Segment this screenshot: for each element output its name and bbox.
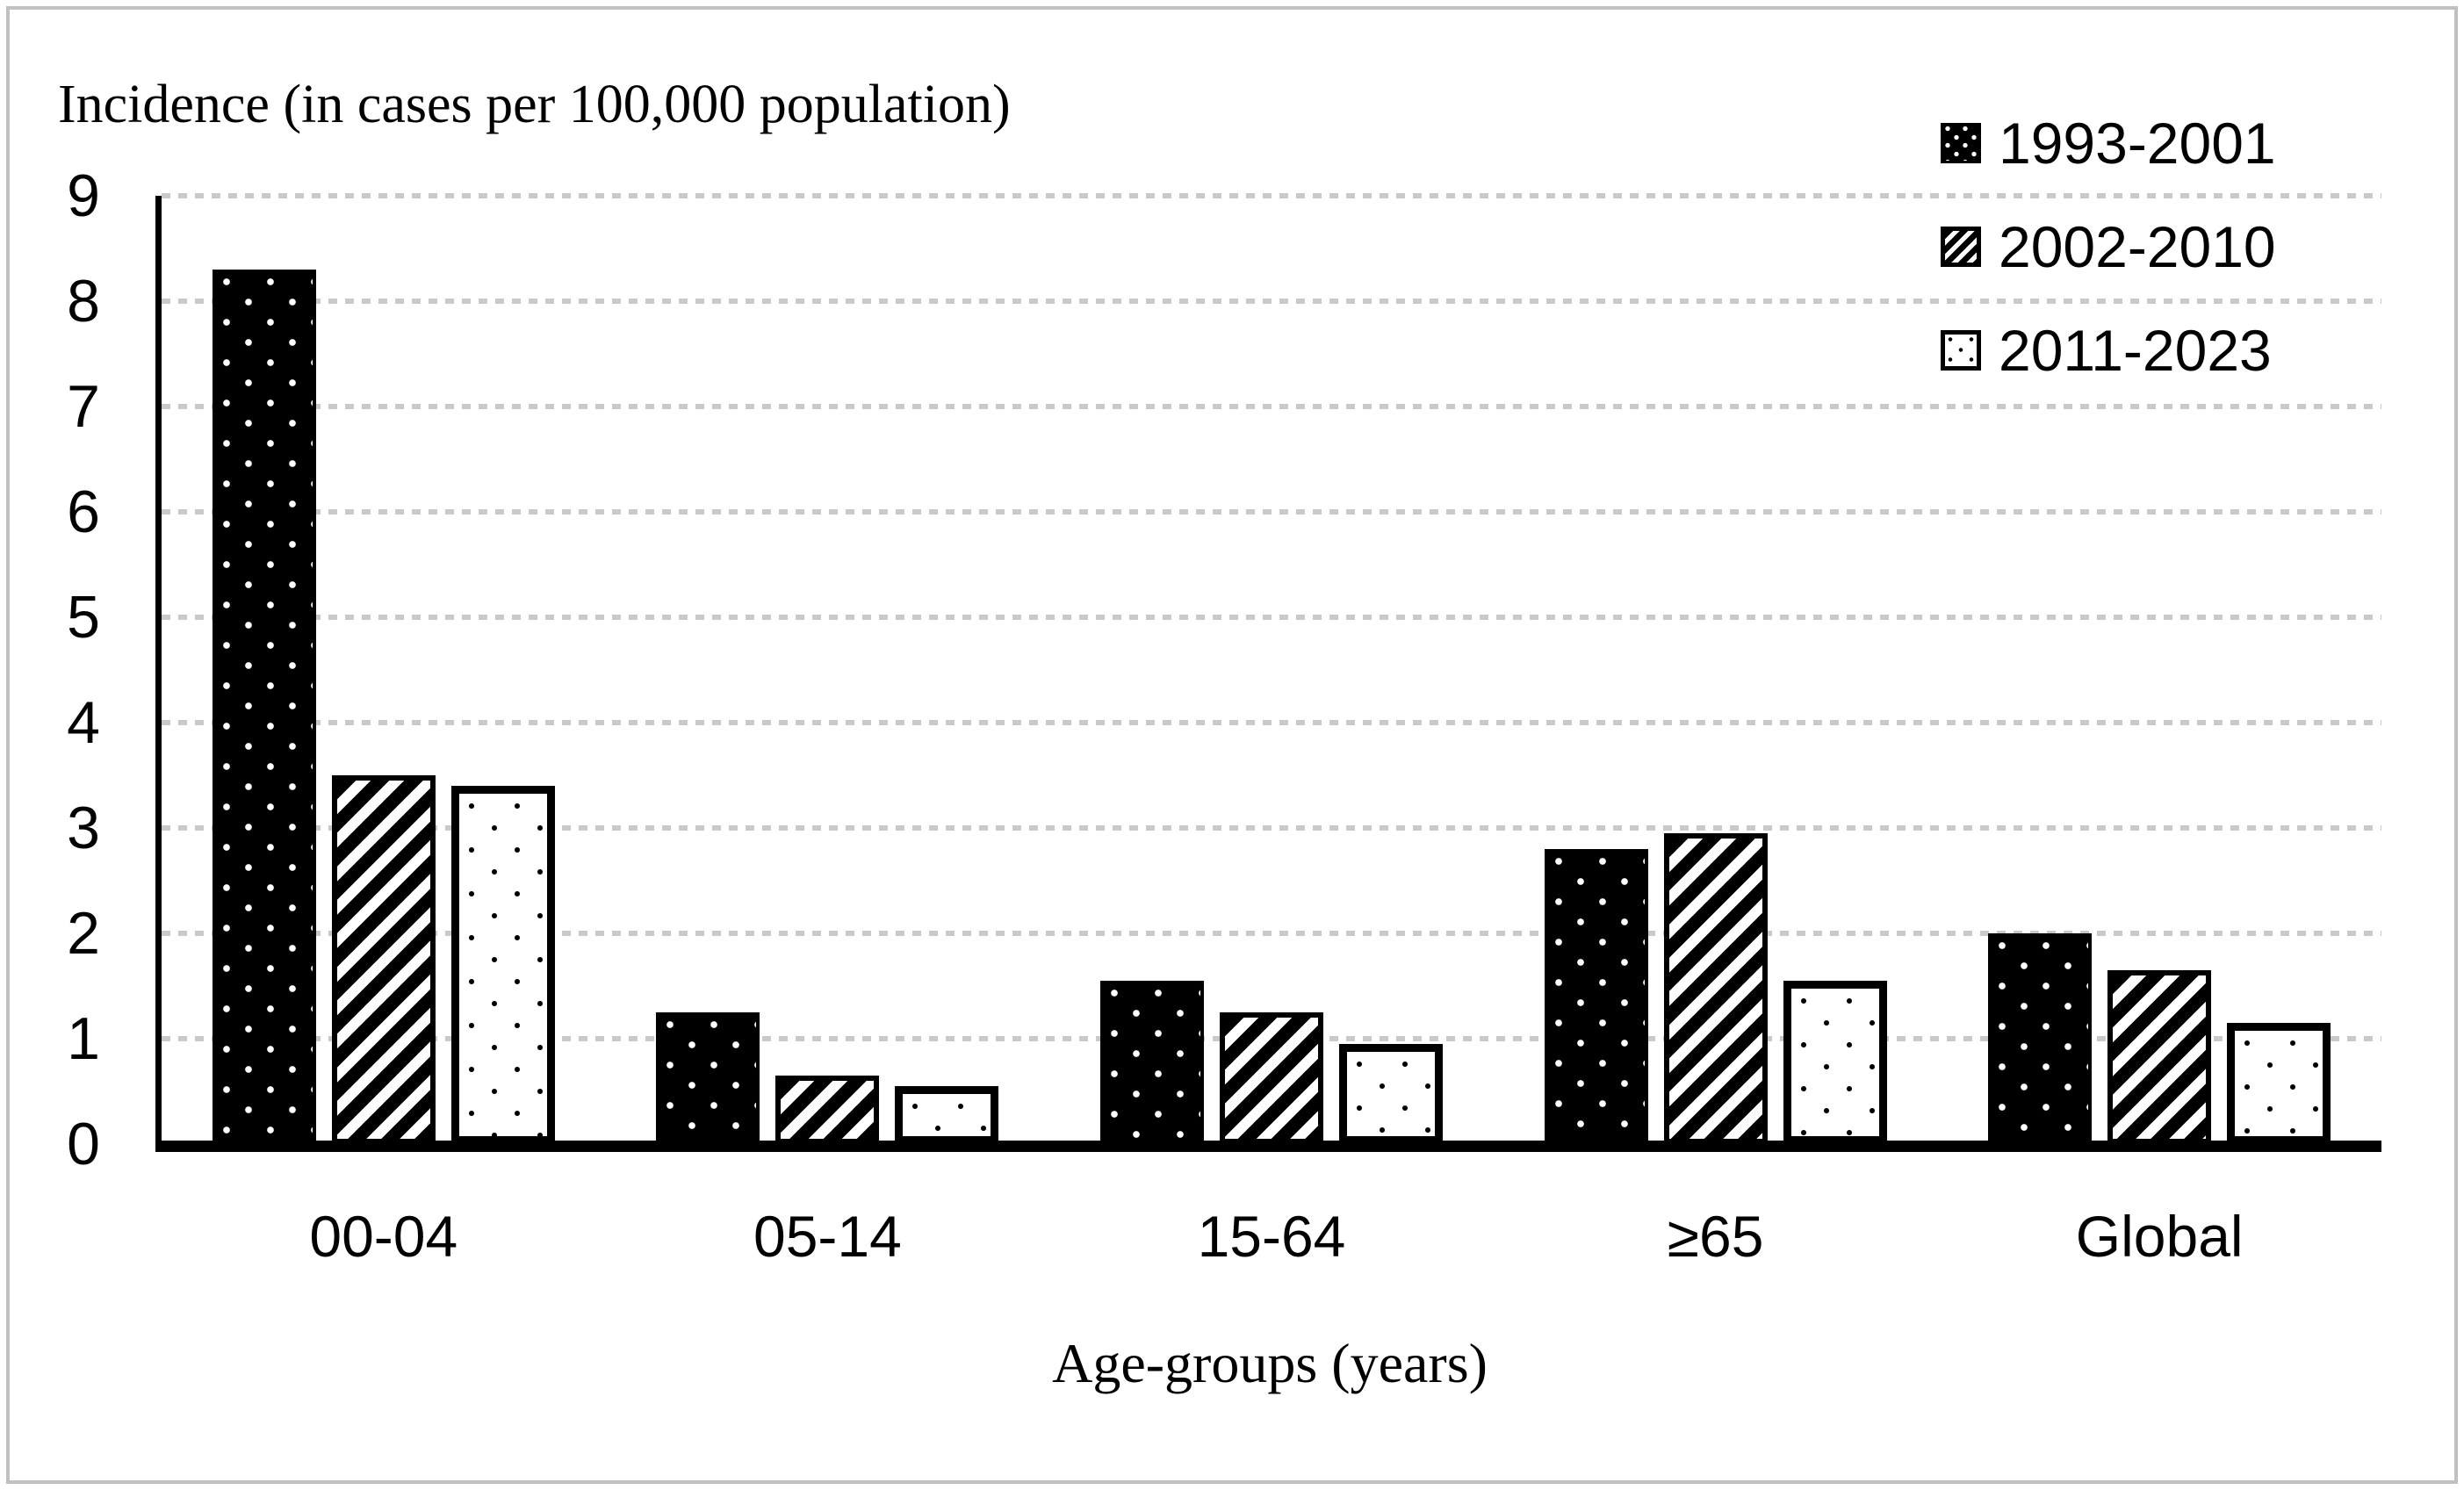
legend-label: 2011-2023 <box>1999 318 2272 383</box>
y-tick-label-1: 1 <box>67 1005 100 1072</box>
y-tick-label-4: 4 <box>67 689 100 756</box>
bar-05-14-1993-2001 <box>656 1012 760 1144</box>
y-tick-label-3: 3 <box>67 795 100 861</box>
gridline-y-3 <box>162 825 2381 831</box>
x-tick-label-≥65: ≥65 <box>1667 1204 1764 1269</box>
bar-group-00-04 <box>162 196 606 1144</box>
figure-frame <box>6 6 2458 1484</box>
y-axis-line <box>155 196 162 1151</box>
bar-15-64-1993-2001 <box>1099 981 1204 1144</box>
y-tick-label-5: 5 <box>67 584 100 651</box>
gridline-y-7 <box>162 404 2381 409</box>
y-tick-label-8: 8 <box>67 268 100 335</box>
y-tick-label-7: 7 <box>67 373 100 440</box>
gridline-y-6 <box>162 509 2381 515</box>
bar-00-04-2002-2010 <box>331 775 436 1144</box>
y-tick-label-0: 0 <box>67 1111 100 1177</box>
bar-00-04-1993-2001 <box>212 270 316 1144</box>
bar-group-15-64 <box>1049 196 1494 1144</box>
x-tick-label-05-14: 05-14 <box>753 1204 902 1269</box>
bar-≥65-2011-2023 <box>1783 981 1887 1144</box>
legend: 1993-2001 2002-2010 2011-2023 <box>1941 114 2276 379</box>
y-tick-label-6: 6 <box>67 479 100 545</box>
legend-item-2011-2023: 2011-2023 <box>1941 321 2276 379</box>
legend-label: 1993-2001 <box>1999 111 2276 176</box>
x-axis-title: Age-groups (years) <box>1052 1332 1488 1394</box>
gridline-y-9 <box>162 193 2381 198</box>
bar-00-04-2011-2023 <box>450 786 555 1144</box>
x-tick-label-00-04: 00-04 <box>309 1204 458 1269</box>
legend-item-1993-2001: 1993-2001 <box>1941 114 2276 172</box>
gridline-y-8 <box>162 299 2381 305</box>
x-tick-labels: 00-04 05-14 15-64 ≥65 Global <box>162 1207 2381 1278</box>
bar-Global-2002-2010 <box>2107 970 2212 1144</box>
x-tick-label-15-64: 15-64 <box>1197 1204 1346 1269</box>
legend-swatch-diagonal-stripes <box>1941 227 1981 267</box>
legend-swatch-white-dots-on-black <box>1941 123 1981 163</box>
legend-label: 2002-2010 <box>1999 214 2276 279</box>
bar-group-05-14 <box>606 196 1050 1144</box>
bar-≥65-1993-2001 <box>1544 849 1648 1144</box>
gridline-y-4 <box>162 720 2381 726</box>
legend-swatch-black-dots-on-white <box>1941 330 1981 371</box>
bar-15-64-2011-2023 <box>1338 1044 1443 1144</box>
x-tick-label-Global: Global <box>2075 1204 2244 1269</box>
bar-05-14-2011-2023 <box>895 1086 999 1144</box>
bar-≥65-2002-2010 <box>1663 833 1768 1144</box>
bar-Global-1993-2001 <box>1988 933 2093 1144</box>
bar-group-Global <box>1937 196 2381 1144</box>
bar-15-64-2002-2010 <box>1219 1012 1323 1144</box>
bar-Global-2011-2023 <box>2227 1023 2331 1144</box>
y-tick-label-2: 2 <box>67 900 100 967</box>
bar-group-≥65 <box>1494 196 1938 1144</box>
y-axis-title: Incidence (in cases per 100,000 populati… <box>58 75 1011 134</box>
gridline-y-5 <box>162 615 2381 620</box>
gridline-y-2 <box>162 931 2381 937</box>
legend-item-2002-2010: 2002-2010 <box>1941 218 2276 276</box>
y-tick-label-9: 9 <box>67 162 100 229</box>
bar-05-14-2002-2010 <box>775 1076 880 1144</box>
